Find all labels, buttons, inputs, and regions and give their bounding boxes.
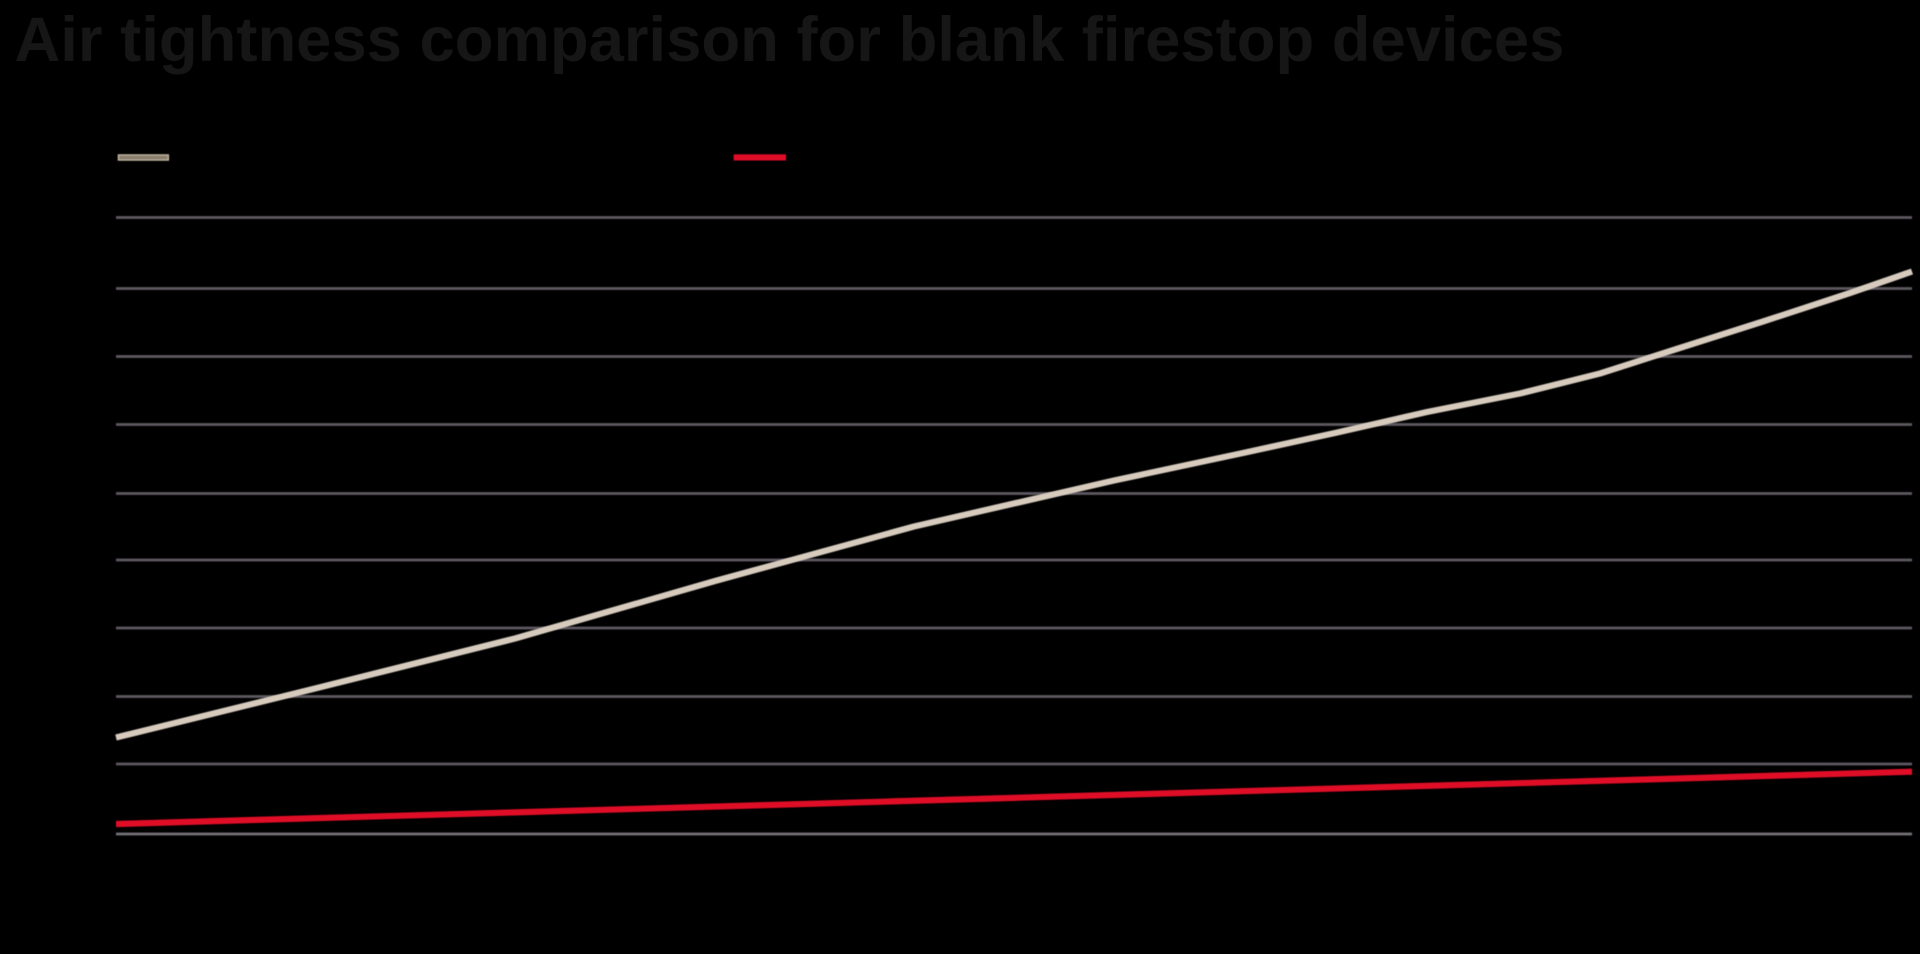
svg-text:Air tightness comparison for b: Air tightness comparison for blank fires… — [15, 5, 1565, 75]
